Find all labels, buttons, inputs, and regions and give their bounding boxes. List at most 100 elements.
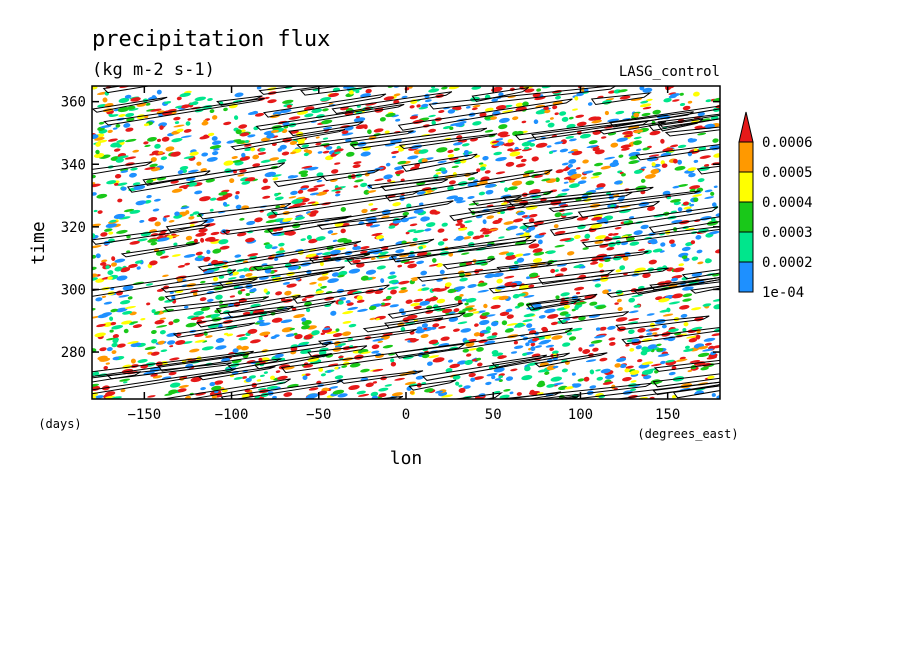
precip-blob xyxy=(215,294,223,300)
precip-blob xyxy=(114,258,126,263)
contour-streak xyxy=(534,352,608,368)
precip-blob xyxy=(385,295,392,300)
precip-blob xyxy=(580,265,586,269)
precip-blob xyxy=(276,375,288,380)
precip-blob xyxy=(448,180,456,185)
precip-blob xyxy=(374,178,384,182)
precip-blob xyxy=(165,146,175,152)
precip-blob xyxy=(452,375,461,380)
precip-blob xyxy=(552,105,558,110)
precip-blob xyxy=(342,310,354,315)
precip-blob xyxy=(532,249,541,253)
precip-blob xyxy=(216,196,229,201)
precip-blob xyxy=(372,368,384,372)
precip-blob xyxy=(510,368,518,372)
precip-blob xyxy=(544,371,550,375)
precip-blob xyxy=(229,178,235,184)
precip-blob xyxy=(122,310,133,315)
precip-blob xyxy=(149,260,158,266)
precip-blob xyxy=(227,277,237,280)
contour-streak xyxy=(621,326,720,345)
precip-blob xyxy=(464,220,473,224)
precip-blob xyxy=(432,357,445,363)
precip-blob xyxy=(590,223,603,229)
precip-blob xyxy=(254,217,263,223)
precip-blob xyxy=(158,296,165,301)
precip-blob xyxy=(561,212,574,216)
contour-streak xyxy=(577,200,660,218)
precip-blob xyxy=(279,144,287,150)
precip-blob xyxy=(404,381,417,385)
contour-streak xyxy=(92,269,237,297)
precip-blob xyxy=(92,372,95,377)
precip-blob xyxy=(657,353,670,357)
precip-blob xyxy=(582,349,591,354)
precip-blob xyxy=(644,174,656,179)
precip-blob xyxy=(164,393,173,396)
precip-blob xyxy=(622,130,633,135)
precip-blob xyxy=(263,371,268,374)
precip-blob xyxy=(317,276,329,281)
precip-blob xyxy=(238,124,248,129)
precip-blob xyxy=(588,344,595,347)
precip-blob xyxy=(203,257,210,262)
precip-blob xyxy=(384,130,390,134)
contour-streak xyxy=(287,121,364,137)
contour-streak xyxy=(120,242,200,258)
precip-blob xyxy=(387,179,392,183)
precip-blob xyxy=(528,391,537,395)
precip-blob xyxy=(264,171,277,178)
precip-blob xyxy=(341,331,352,337)
precip-blob xyxy=(538,239,543,245)
precip-blob xyxy=(479,166,486,171)
precip-blob xyxy=(481,312,490,316)
precip-blob xyxy=(135,200,147,205)
precip-blob xyxy=(337,393,348,398)
precip-blob xyxy=(484,273,496,279)
precip-blob xyxy=(204,236,216,242)
precip-blob xyxy=(449,122,462,127)
precip-blob xyxy=(525,342,530,347)
precip-blob xyxy=(688,338,698,343)
precip-blob xyxy=(151,329,157,335)
precip-blob xyxy=(439,269,445,275)
precip-blob xyxy=(298,341,310,346)
precip-blob xyxy=(340,206,346,212)
precip-blob xyxy=(147,136,157,142)
precip-blob xyxy=(455,381,460,386)
precip-blob xyxy=(504,328,514,333)
precip-blob xyxy=(654,370,659,374)
precip-blob xyxy=(405,216,418,220)
precip-blob xyxy=(97,210,103,214)
precip-blob xyxy=(482,230,493,235)
precip-blob xyxy=(435,390,444,394)
contour-streak xyxy=(537,269,616,285)
precip-blob xyxy=(232,348,239,353)
precip-blob xyxy=(640,166,647,169)
precip-blob xyxy=(610,142,619,148)
precip-blob xyxy=(577,378,585,382)
precip-blob xyxy=(394,145,406,148)
precip-blob xyxy=(602,289,609,295)
precip-blob xyxy=(493,367,505,373)
precip-blob xyxy=(117,155,129,159)
precip-blob xyxy=(206,249,211,255)
precip-blob xyxy=(229,295,236,298)
precip-blob xyxy=(421,353,430,359)
contour-streak xyxy=(197,202,292,220)
precip-blob xyxy=(189,224,195,227)
precip-blob xyxy=(237,174,245,177)
precip-blob xyxy=(185,322,197,328)
contour-streak xyxy=(652,373,720,388)
precip-blob xyxy=(360,151,371,157)
precip-blob xyxy=(92,192,97,196)
y-axis: 280 300 320 340 360 xyxy=(61,95,720,361)
precip-blob xyxy=(534,345,543,348)
precip-blob xyxy=(604,259,611,262)
precip-blob xyxy=(441,86,448,90)
precip-blob xyxy=(410,338,418,343)
contour-streak xyxy=(488,267,669,294)
precip-blob xyxy=(525,180,535,186)
precip-blob xyxy=(671,99,680,102)
precip-blob xyxy=(568,159,577,164)
